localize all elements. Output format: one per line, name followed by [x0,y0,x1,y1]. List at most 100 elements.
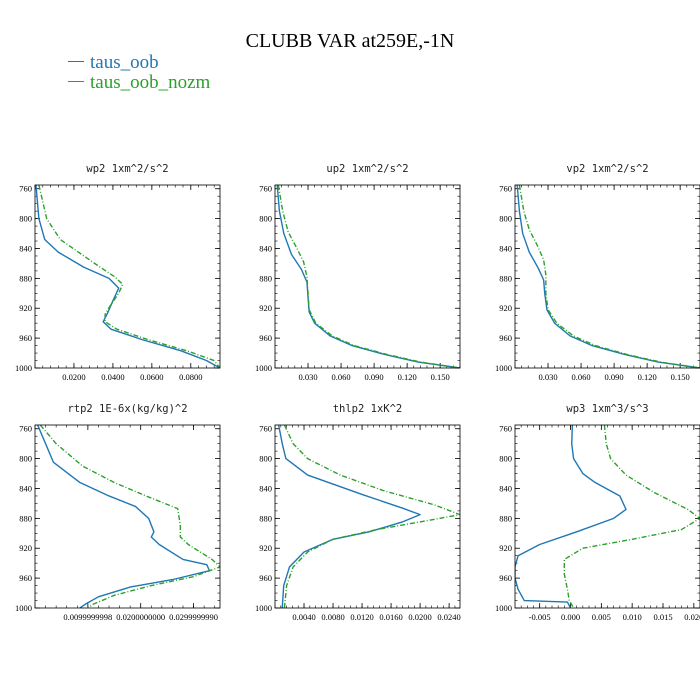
y-tick-label: 920 [259,303,272,313]
y-tick-label: 1000 [15,603,32,613]
x-tick-label: 0.090 [365,372,384,382]
y-tick-label: 760 [259,184,272,194]
panel-title: thlp2 1xK^2 [333,403,403,415]
x-tick-label: 0.0200000000 [116,612,165,622]
x-tick-label: 0.150 [671,372,690,382]
y-tick-label: 800 [19,454,32,464]
y-tick-label: 800 [259,214,272,224]
y-tick-label: 960 [19,573,32,583]
y-tick-label: 760 [19,424,32,434]
y-tick-label: 880 [499,513,512,523]
x-tick-label: 0.030 [538,372,557,382]
x-tick-label: 0.120 [638,372,657,382]
legend-item-taus-oob-nozm: taus_oob_nozm [68,73,210,93]
y-tick-label: 920 [259,543,272,553]
y-tick-label: 960 [259,333,272,343]
y-tick-label: 920 [19,303,32,313]
series-line-taus-oob-nozm [38,185,220,368]
x-tick-label: 0.120 [398,372,417,382]
y-tick-label: 880 [19,513,32,523]
panel-title: wp2 1xm^2/s^2 [86,163,168,175]
x-tick-label: 0.0160 [379,612,402,622]
y-tick-label: 840 [259,483,272,493]
plot-frame [34,424,221,609]
x-tick-label: 0.0040 [292,612,315,622]
y-tick-label: 1000 [255,603,272,613]
x-tick-label: 0.0099999998 [63,612,112,622]
y-tick-label: 1000 [495,363,512,373]
panel-title: vp2 1xm^2/s^2 [566,163,648,175]
series-line-taus-oob [276,185,460,368]
y-tick-label: 800 [499,214,512,224]
y-tick-label: 840 [259,243,272,253]
y-tick-label: 920 [499,303,512,313]
x-tick-label: 0.0800 [179,372,202,382]
y-tick-label: 760 [499,184,512,194]
x-tick-label: 0.000 [561,612,580,622]
x-tick-label: 0.060 [572,372,591,382]
legend-swatch [68,81,84,83]
y-tick-label: 880 [499,273,512,283]
x-tick-label: 0.0080 [321,612,344,622]
x-tick-label: 0.150 [431,372,450,382]
y-tick-label: 880 [259,513,272,523]
x-tick-label: 0.010 [623,612,642,622]
legend-label: taus_oob_nozm [90,72,211,93]
figure-title: CLUBB VAR at259E,-1N [245,30,455,52]
x-tick-label: 0.0299999990 [169,612,218,622]
series-line-taus-oob [277,425,421,608]
y-tick-label: 1000 [495,603,512,613]
x-tick-label: 0.0200 [408,612,431,622]
y-tick-label: 960 [499,333,512,343]
series-line-taus-oob [36,425,211,608]
y-tick-label: 960 [19,333,32,343]
series-line-taus-oob-nozm [518,185,700,368]
x-tick-label: 0.0400 [101,372,124,382]
y-tick-label: 920 [19,543,32,553]
series-line-taus-oob-nozm [39,425,220,608]
x-tick-label: 0.060 [332,372,351,382]
series-line-taus-oob-nozm [277,185,460,368]
y-tick-label: 920 [499,543,512,553]
x-tick-label: 0.0600 [140,372,163,382]
x-tick-label: 0.015 [653,612,672,622]
plot-frame [34,184,221,369]
series-line-taus-oob [515,425,627,608]
y-tick-label: 1000 [255,363,272,373]
panel-title: up2 1xm^2/s^2 [326,163,408,175]
y-tick-label: 760 [259,424,272,434]
series-line-taus-oob [516,185,700,368]
plot-frame [274,424,461,609]
x-tick-label: 0.0120 [350,612,373,622]
series-line-taus-oob-nozm [563,425,700,608]
y-tick-label: 1000 [15,363,32,373]
plot-frame [514,184,700,369]
x-tick-label: 0.0240 [437,612,460,622]
panel-title: wp3 1xm^3/s^3 [566,403,648,415]
x-tick-label: -0.005 [529,612,551,622]
series-line-taus-oob-nozm [283,425,460,608]
y-tick-label: 960 [499,573,512,583]
series-line-taus-oob [35,185,220,368]
y-tick-label: 880 [259,273,272,283]
y-tick-label: 800 [259,454,272,464]
y-tick-label: 760 [499,424,512,434]
y-tick-label: 840 [499,483,512,493]
y-tick-label: 800 [499,454,512,464]
y-tick-label: 800 [19,214,32,224]
plot-frame [274,184,461,369]
y-tick-label: 840 [19,243,32,253]
panel-title: rtp2 1E-6x(kg/kg)^2 [67,403,187,415]
plot-frame [514,424,700,609]
legend-item-taus-oob: taus_oob [68,53,159,73]
y-tick-label: 760 [19,184,32,194]
x-tick-label: 0.020 [684,612,700,622]
y-tick-label: 840 [499,243,512,253]
x-tick-label: 0.0200 [62,372,85,382]
x-tick-label: 0.090 [605,372,624,382]
x-tick-label: 0.030 [298,372,317,382]
y-tick-label: 960 [259,573,272,583]
legend-swatch [68,61,84,63]
legend-label: taus_oob [90,52,159,73]
